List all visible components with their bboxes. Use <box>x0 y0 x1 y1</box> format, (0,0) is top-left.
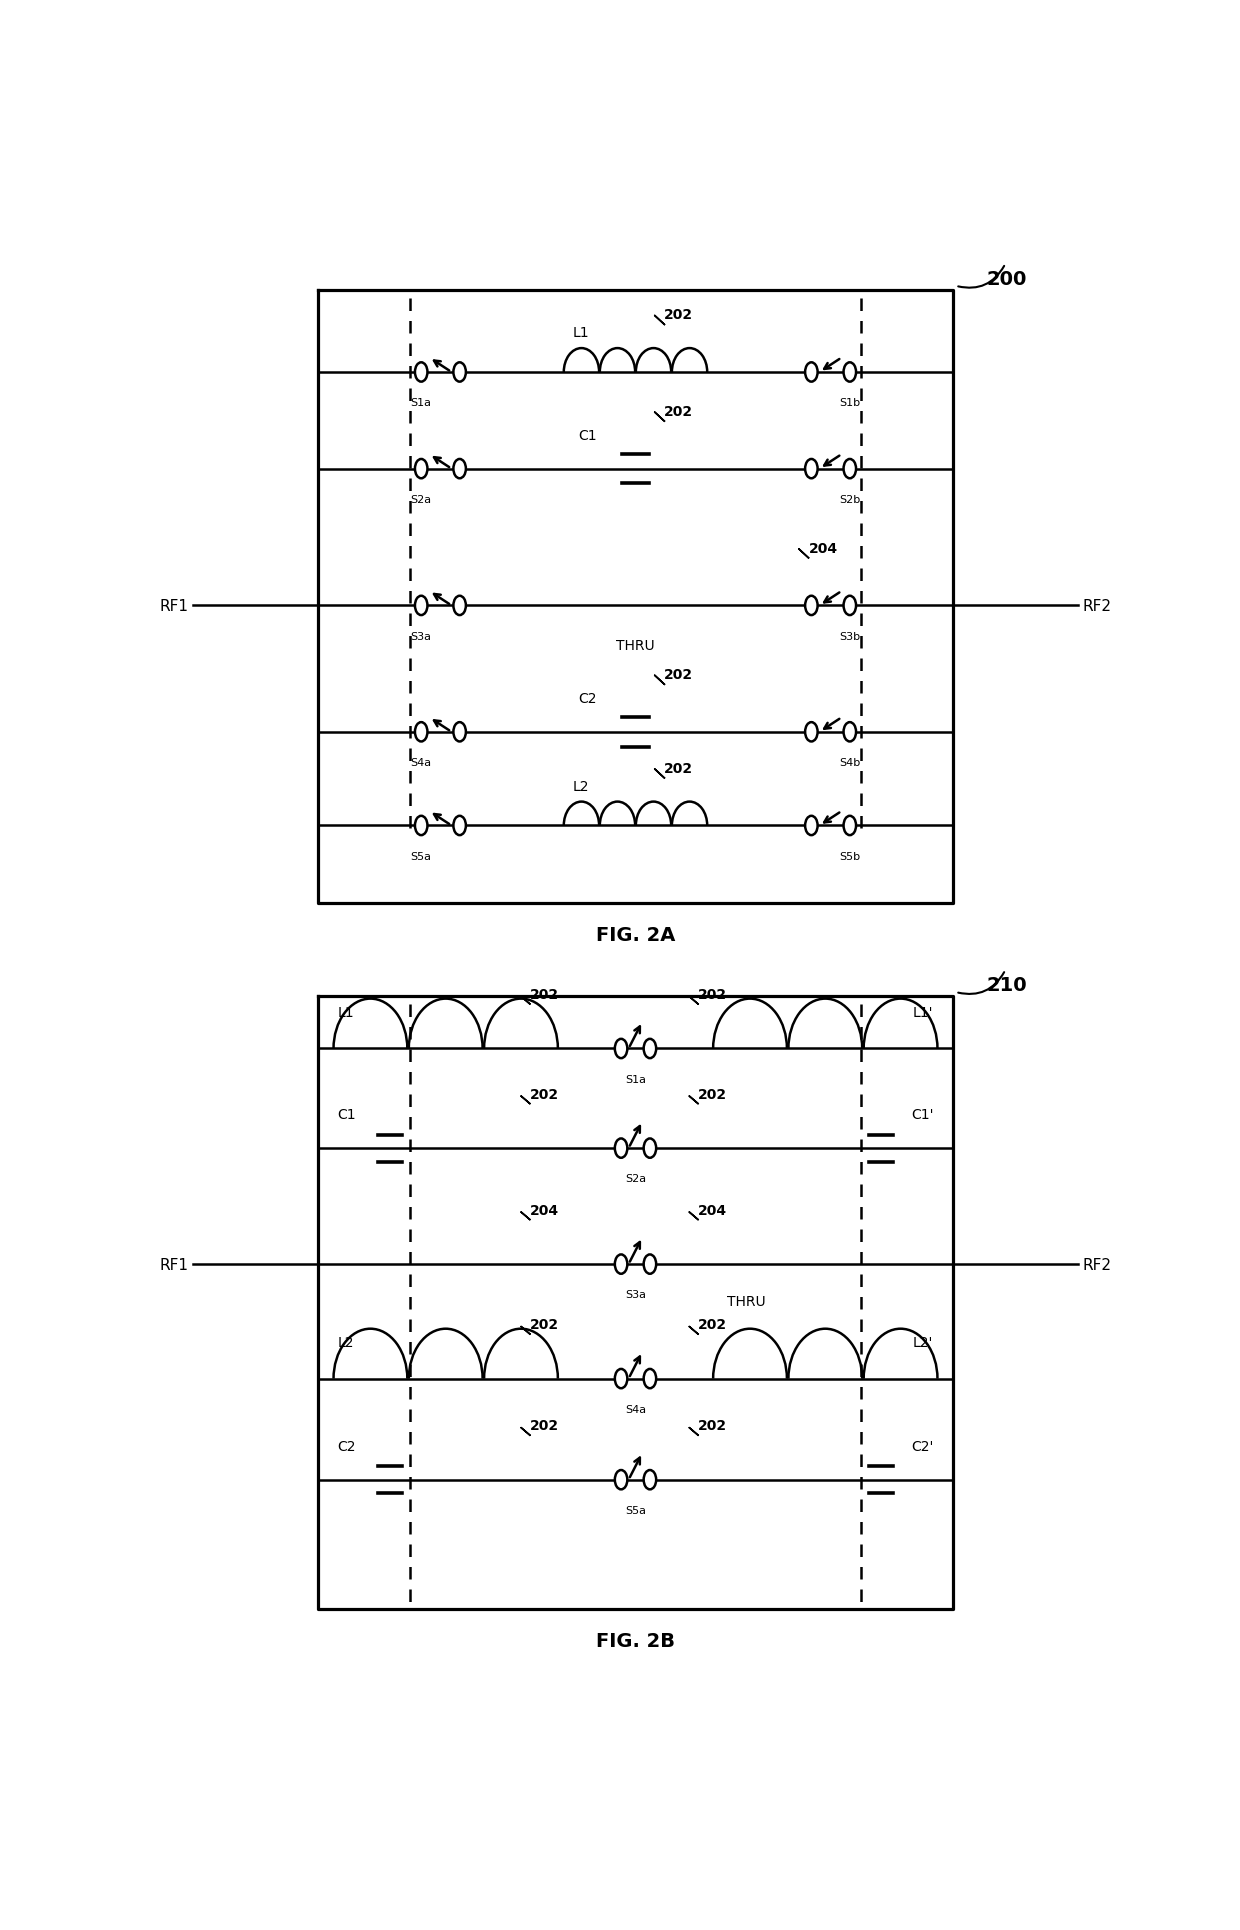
Text: S4a: S4a <box>410 758 432 768</box>
Circle shape <box>415 816 428 836</box>
Text: L1: L1 <box>337 1006 355 1019</box>
Text: 202: 202 <box>698 1419 727 1432</box>
Text: L1': L1' <box>913 1006 934 1019</box>
Circle shape <box>805 363 817 382</box>
Text: RF2: RF2 <box>1083 1256 1111 1272</box>
Text: 202: 202 <box>698 1318 727 1332</box>
Text: S4a: S4a <box>625 1405 646 1415</box>
Text: 204: 204 <box>698 1202 727 1218</box>
Circle shape <box>615 1038 627 1060</box>
Circle shape <box>415 596 428 616</box>
Text: S3a: S3a <box>410 631 432 641</box>
Circle shape <box>805 722 817 741</box>
Circle shape <box>454 363 466 382</box>
Text: S2b: S2b <box>839 494 861 504</box>
Text: RF1: RF1 <box>160 598 188 614</box>
Text: FIG. 2B: FIG. 2B <box>596 1631 675 1650</box>
Text: 204: 204 <box>808 542 837 556</box>
Text: S5b: S5b <box>839 851 861 861</box>
Text: 202: 202 <box>665 762 693 776</box>
Text: C2: C2 <box>578 691 596 706</box>
Text: 202: 202 <box>665 668 693 681</box>
Circle shape <box>644 1471 656 1490</box>
Text: C2: C2 <box>337 1440 356 1453</box>
Text: S3a: S3a <box>625 1289 646 1299</box>
Text: C2': C2' <box>911 1440 934 1453</box>
Text: THRU: THRU <box>616 639 655 652</box>
Text: L2: L2 <box>337 1336 355 1349</box>
Circle shape <box>805 816 817 836</box>
Text: 204: 204 <box>529 1202 559 1218</box>
Circle shape <box>843 596 856 616</box>
Text: S1a: S1a <box>410 398 432 407</box>
Circle shape <box>454 459 466 479</box>
Text: FIG. 2A: FIG. 2A <box>595 924 676 944</box>
Text: 200: 200 <box>986 270 1027 290</box>
Text: 210: 210 <box>986 975 1027 994</box>
Circle shape <box>415 459 428 479</box>
Text: 202: 202 <box>665 405 693 419</box>
Circle shape <box>644 1368 656 1388</box>
Text: S2a: S2a <box>410 494 432 504</box>
Text: S2a: S2a <box>625 1173 646 1183</box>
Circle shape <box>843 363 856 382</box>
Text: 202: 202 <box>698 1087 727 1100</box>
Text: 202: 202 <box>665 309 693 322</box>
Circle shape <box>843 459 856 479</box>
Text: L2: L2 <box>573 780 589 793</box>
Text: RF1: RF1 <box>160 1256 188 1272</box>
Circle shape <box>644 1038 656 1060</box>
Circle shape <box>415 722 428 741</box>
Circle shape <box>644 1254 656 1274</box>
Text: S3b: S3b <box>839 631 861 641</box>
Text: S1a: S1a <box>625 1075 646 1085</box>
Circle shape <box>615 1471 627 1490</box>
Text: 202: 202 <box>529 988 559 1002</box>
Circle shape <box>454 596 466 616</box>
Text: L1: L1 <box>573 326 590 340</box>
Text: L2': L2' <box>913 1336 934 1349</box>
Text: THRU: THRU <box>727 1295 765 1309</box>
Text: S4b: S4b <box>839 758 861 768</box>
Text: S5a: S5a <box>410 851 432 861</box>
Text: S1b: S1b <box>839 398 861 407</box>
Text: 202: 202 <box>529 1419 559 1432</box>
Circle shape <box>644 1139 656 1158</box>
Text: 202: 202 <box>698 988 727 1002</box>
Circle shape <box>805 596 817 616</box>
Circle shape <box>615 1254 627 1274</box>
Circle shape <box>805 459 817 479</box>
Circle shape <box>843 816 856 836</box>
Text: 202: 202 <box>529 1318 559 1332</box>
Circle shape <box>454 722 466 741</box>
Circle shape <box>843 722 856 741</box>
Text: C1: C1 <box>578 428 596 442</box>
Text: S5a: S5a <box>625 1505 646 1515</box>
Text: RF2: RF2 <box>1083 598 1111 614</box>
Text: C1: C1 <box>337 1108 356 1121</box>
Text: 202: 202 <box>529 1087 559 1100</box>
Circle shape <box>615 1368 627 1388</box>
Text: C1': C1' <box>911 1108 934 1121</box>
Circle shape <box>415 363 428 382</box>
Circle shape <box>615 1139 627 1158</box>
Circle shape <box>454 816 466 836</box>
